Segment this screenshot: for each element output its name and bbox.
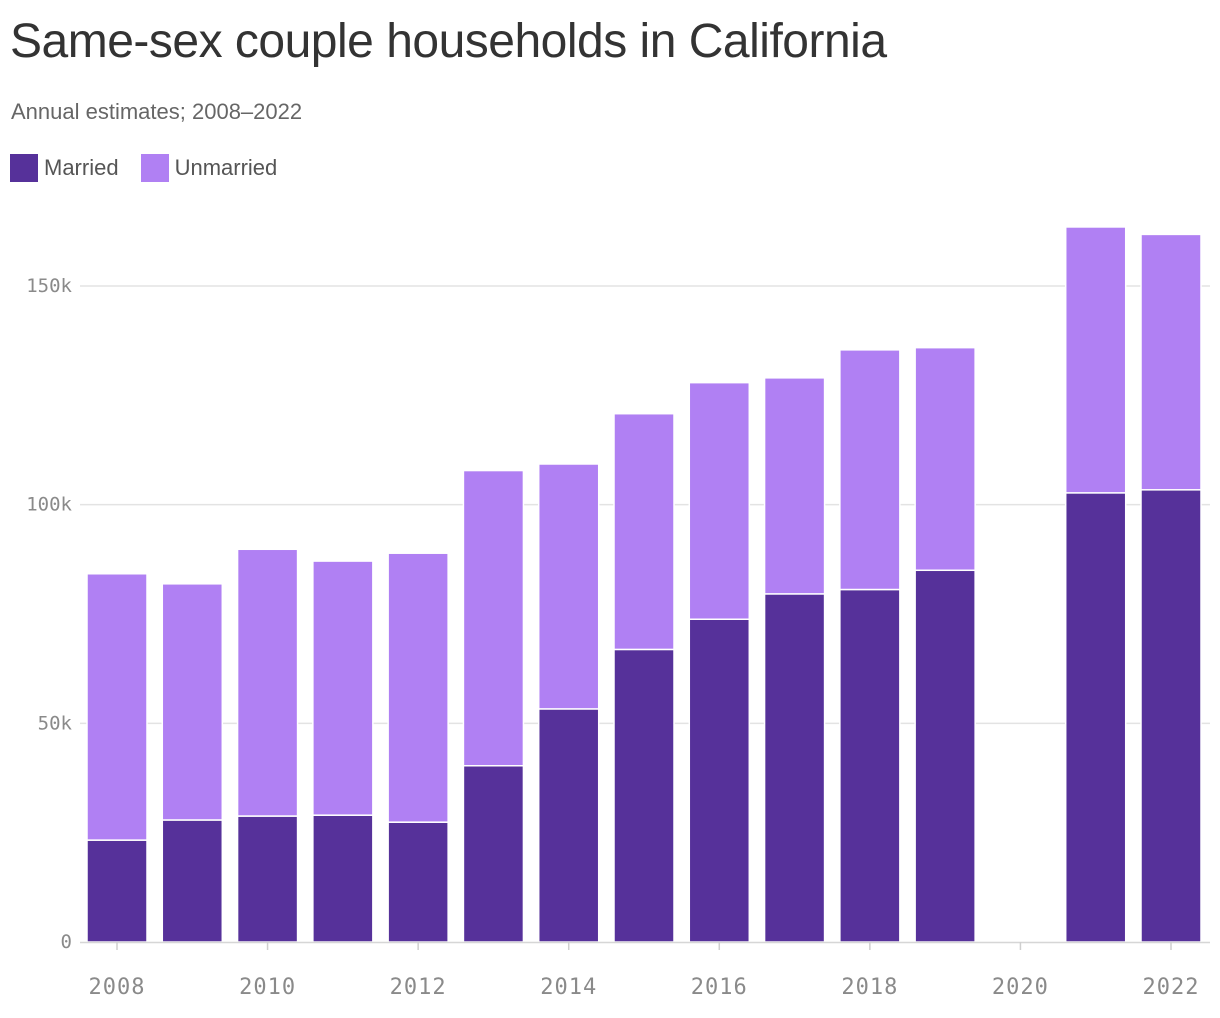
y-tick-label: 100k <box>26 494 72 516</box>
legend-item-unmarried: Unmarried <box>140 154 278 182</box>
legend-label-married: Married <box>44 155 119 180</box>
bar-unmarried-2012 <box>387 552 449 823</box>
bar-unmarried-2014 <box>537 463 600 710</box>
legend-label-unmarried: Unmarried <box>174 155 278 180</box>
bar-unmarried-2022 <box>1140 233 1202 491</box>
bar-unmarried-2016 <box>688 381 751 620</box>
bar-married-2011 <box>312 814 374 943</box>
legend-item-married: Married <box>10 154 119 182</box>
bar-married-2013 <box>462 765 525 943</box>
chart-title: Same-sex couple households in California <box>10 15 887 68</box>
x-tick-label: 2014 <box>540 975 597 1000</box>
bar-married-2008 <box>86 839 148 943</box>
bar-married-2015 <box>613 648 675 943</box>
bar-married-2016 <box>688 618 751 943</box>
bar-unmarried-2011 <box>312 560 374 816</box>
bar-unmarried-2013 <box>462 469 525 767</box>
bar-unmarried-2019 <box>914 346 976 572</box>
y-tick-label: 150k <box>26 275 72 297</box>
y-tick-label: 50k <box>38 712 73 734</box>
bar-unmarried-2009 <box>161 583 224 821</box>
legend-swatch-unmarried <box>140 154 169 182</box>
x-tick-label: 2018 <box>841 975 898 1000</box>
bar-unmarried-2015 <box>613 412 675 651</box>
x-tick-label: 2008 <box>89 975 146 1000</box>
bar-unmarried-2008 <box>86 573 148 841</box>
bar-married-2010 <box>236 815 299 943</box>
bar-married-2014 <box>537 708 600 943</box>
bar-unmarried-2018 <box>839 349 901 591</box>
bars <box>86 226 1202 943</box>
legend: Married Unmarried <box>10 154 299 182</box>
x-tick-label: 2010 <box>239 975 296 1000</box>
x-tick-label: 2016 <box>691 975 748 1000</box>
bar-married-2018 <box>839 588 901 943</box>
x-tick-label: 2012 <box>390 975 447 1000</box>
bar-married-2019 <box>914 569 976 943</box>
bar-married-2009 <box>161 819 224 943</box>
axes: 0 50k 100k 150k 2008 2010 2012 2014 2016 2018 2020… <box>26 275 1210 1000</box>
bar-married-2017 <box>763 593 826 943</box>
x-tick-label: 2022 <box>1143 975 1200 1000</box>
bar-unmarried-2017 <box>763 377 826 595</box>
x-tick-label: 2020 <box>992 975 1049 1000</box>
y-tick-label: 0 <box>61 931 72 953</box>
bar-married-2021 <box>1064 492 1127 943</box>
bar-unmarried-2021 <box>1064 226 1127 494</box>
chart-subtitle: Annual estimates; 2008–2022 <box>11 99 303 124</box>
bar-unmarried-2010 <box>236 548 299 817</box>
bar-married-2022 <box>1140 489 1202 943</box>
bar-married-2012 <box>387 821 449 943</box>
legend-swatch-married <box>10 154 38 182</box>
